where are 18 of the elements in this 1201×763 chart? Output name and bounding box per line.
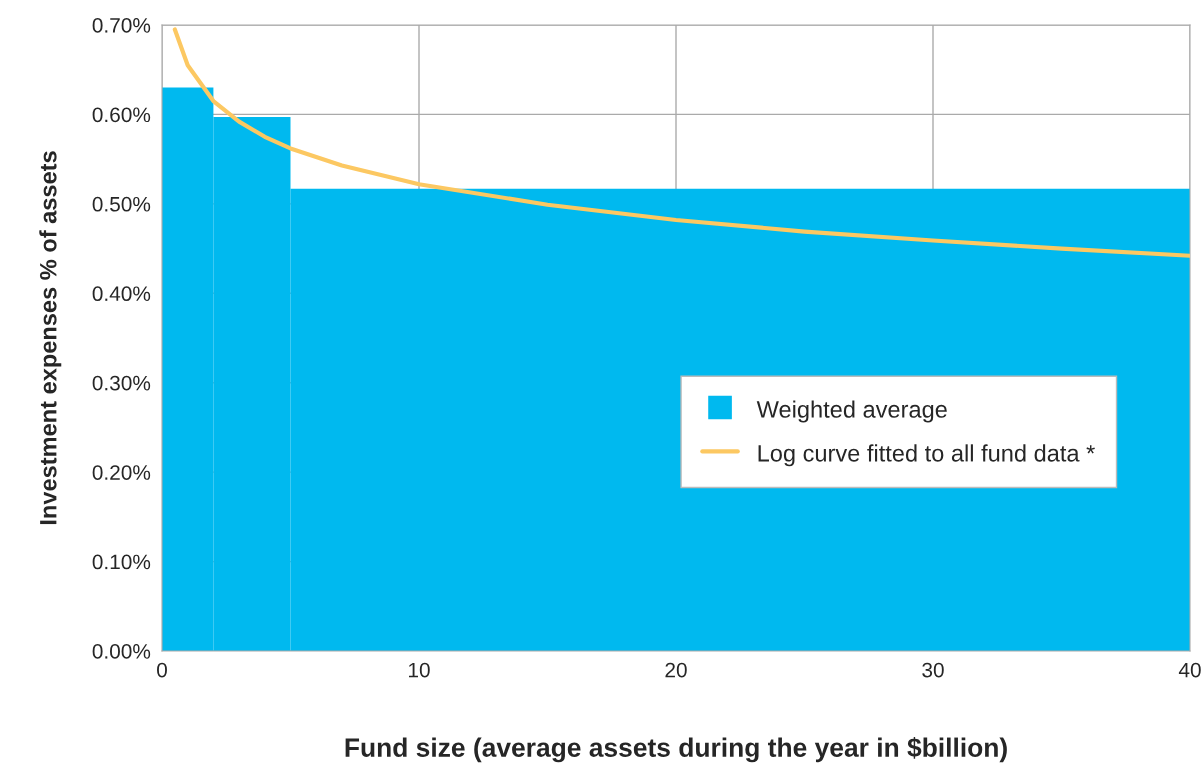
y-tick-label: 0.40% <box>92 286 151 302</box>
y-tick-label: 0.10% <box>92 554 151 570</box>
x-tick-label: 40 <box>1178 662 1201 678</box>
legend-label: Weighted average <box>756 400 947 423</box>
y-tick-label: 0.00% <box>92 644 151 659</box>
y-tick-label: 0.50% <box>92 196 151 212</box>
y-tick-label: 0.70% <box>92 18 151 33</box>
legend-label: Log curve fitted to all fund data * <box>758 444 1095 467</box>
y-tick-label: 0.30% <box>92 375 151 391</box>
x-tick-label: 0 <box>157 662 167 678</box>
y-tick-label: 0.20% <box>92 465 151 480</box>
y-axis-title: Investment expenses % of assets <box>39 151 62 525</box>
x-axis-title: Fund size (average assets during the year in $billion) <box>345 737 1007 763</box>
y-tick-label: 0.60% <box>92 107 151 123</box>
line-series <box>172 27 1190 258</box>
x-tick-label: 10 <box>409 662 430 678</box>
x-tick-label: 30 <box>922 662 944 678</box>
x-tick-label: 20 <box>665 662 687 678</box>
